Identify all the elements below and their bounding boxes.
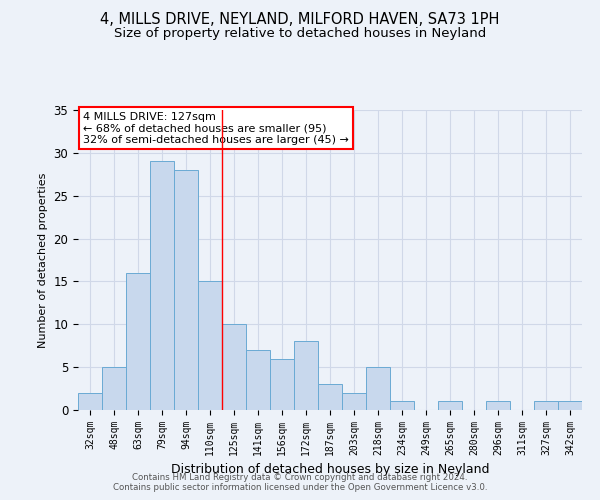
Text: 4, MILLS DRIVE, NEYLAND, MILFORD HAVEN, SA73 1PH: 4, MILLS DRIVE, NEYLAND, MILFORD HAVEN, …	[100, 12, 500, 28]
Bar	[198, 282, 222, 410]
Text: Contains public sector information licensed under the Open Government Licence v3: Contains public sector information licen…	[113, 484, 487, 492]
Bar	[174, 170, 198, 410]
Bar	[318, 384, 342, 410]
Bar	[270, 358, 294, 410]
Bar	[78, 393, 102, 410]
Bar	[390, 402, 414, 410]
Text: Contains HM Land Registry data © Crown copyright and database right 2024.: Contains HM Land Registry data © Crown c…	[132, 474, 468, 482]
X-axis label: Distribution of detached houses by size in Neyland: Distribution of detached houses by size …	[171, 464, 489, 476]
Bar	[438, 402, 462, 410]
Bar	[102, 367, 126, 410]
Bar	[150, 162, 174, 410]
Bar	[486, 402, 510, 410]
Bar	[534, 402, 558, 410]
Bar	[246, 350, 270, 410]
Y-axis label: Number of detached properties: Number of detached properties	[38, 172, 48, 348]
Bar	[366, 367, 390, 410]
Bar	[342, 393, 366, 410]
Text: Size of property relative to detached houses in Neyland: Size of property relative to detached ho…	[114, 28, 486, 40]
Bar	[222, 324, 246, 410]
Bar	[294, 342, 318, 410]
Bar	[126, 273, 150, 410]
Text: 4 MILLS DRIVE: 127sqm
← 68% of detached houses are smaller (95)
32% of semi-deta: 4 MILLS DRIVE: 127sqm ← 68% of detached …	[83, 112, 349, 144]
Bar	[558, 402, 582, 410]
